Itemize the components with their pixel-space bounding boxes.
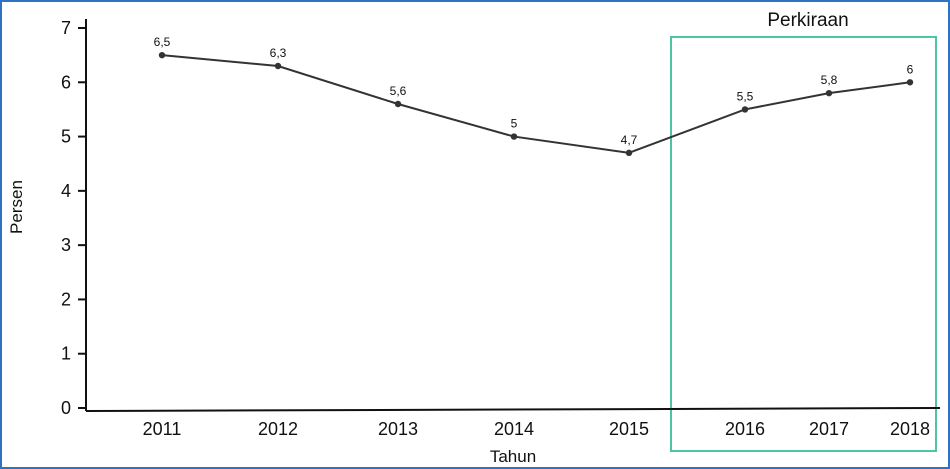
y-tick-label: 0	[61, 398, 71, 418]
y-tick-label: 2	[61, 289, 71, 309]
y-tick-label: 6	[61, 72, 71, 92]
data-label: 6	[907, 62, 914, 76]
x-tick-label: 2016	[725, 419, 765, 439]
data-label: 4,7	[621, 133, 638, 147]
data-point	[906, 79, 914, 86]
x-tick-label: 2015	[609, 419, 649, 439]
data-label: 5,5	[737, 89, 754, 103]
x-tick-label: 2014	[494, 419, 534, 439]
x-tick-label: 2018	[890, 419, 930, 439]
y-tick-label: 4	[61, 181, 71, 201]
data-labels: 6,5 6,3 5,6 5 4,7 5,5 5,8 6	[154, 35, 914, 147]
data-label: 5,6	[390, 84, 407, 98]
x-tick-label: 2011	[143, 419, 182, 439]
y-tick-label: 1	[61, 344, 71, 364]
y-tick-label: 7	[61, 18, 71, 38]
data-point	[825, 89, 833, 97]
data-point	[158, 51, 166, 59]
x-tick-label: 2013	[378, 419, 418, 439]
x-tick-label: 2017	[809, 419, 849, 439]
forecast-box	[670, 36, 937, 452]
data-label: 5,8	[821, 73, 838, 87]
x-axis-line	[85, 407, 941, 412]
x-ticks: 2011 2012 2013 2014 2015 2016 2017 2018	[143, 419, 930, 439]
series-line	[161, 54, 911, 154]
data-label: 5	[511, 117, 518, 131]
x-axis-title: Tahun	[490, 447, 536, 466]
data-points	[158, 51, 914, 157]
forecast-label: Perkiraan	[767, 10, 848, 31]
y-axis-title: Persen	[7, 180, 26, 234]
data-point	[274, 62, 282, 70]
data-label: 6,3	[270, 46, 287, 60]
data-point	[510, 133, 518, 140]
y-tick-label: 5	[61, 127, 71, 147]
data-label: 6,5	[154, 35, 171, 49]
y-tick-label: 3	[61, 235, 71, 255]
data-point	[394, 100, 402, 108]
x-tick-label: 2012	[258, 419, 298, 439]
data-point	[625, 149, 633, 157]
data-point	[741, 106, 749, 113]
y-ticks: 0 1 2 3 4 5 6 7	[61, 18, 86, 418]
